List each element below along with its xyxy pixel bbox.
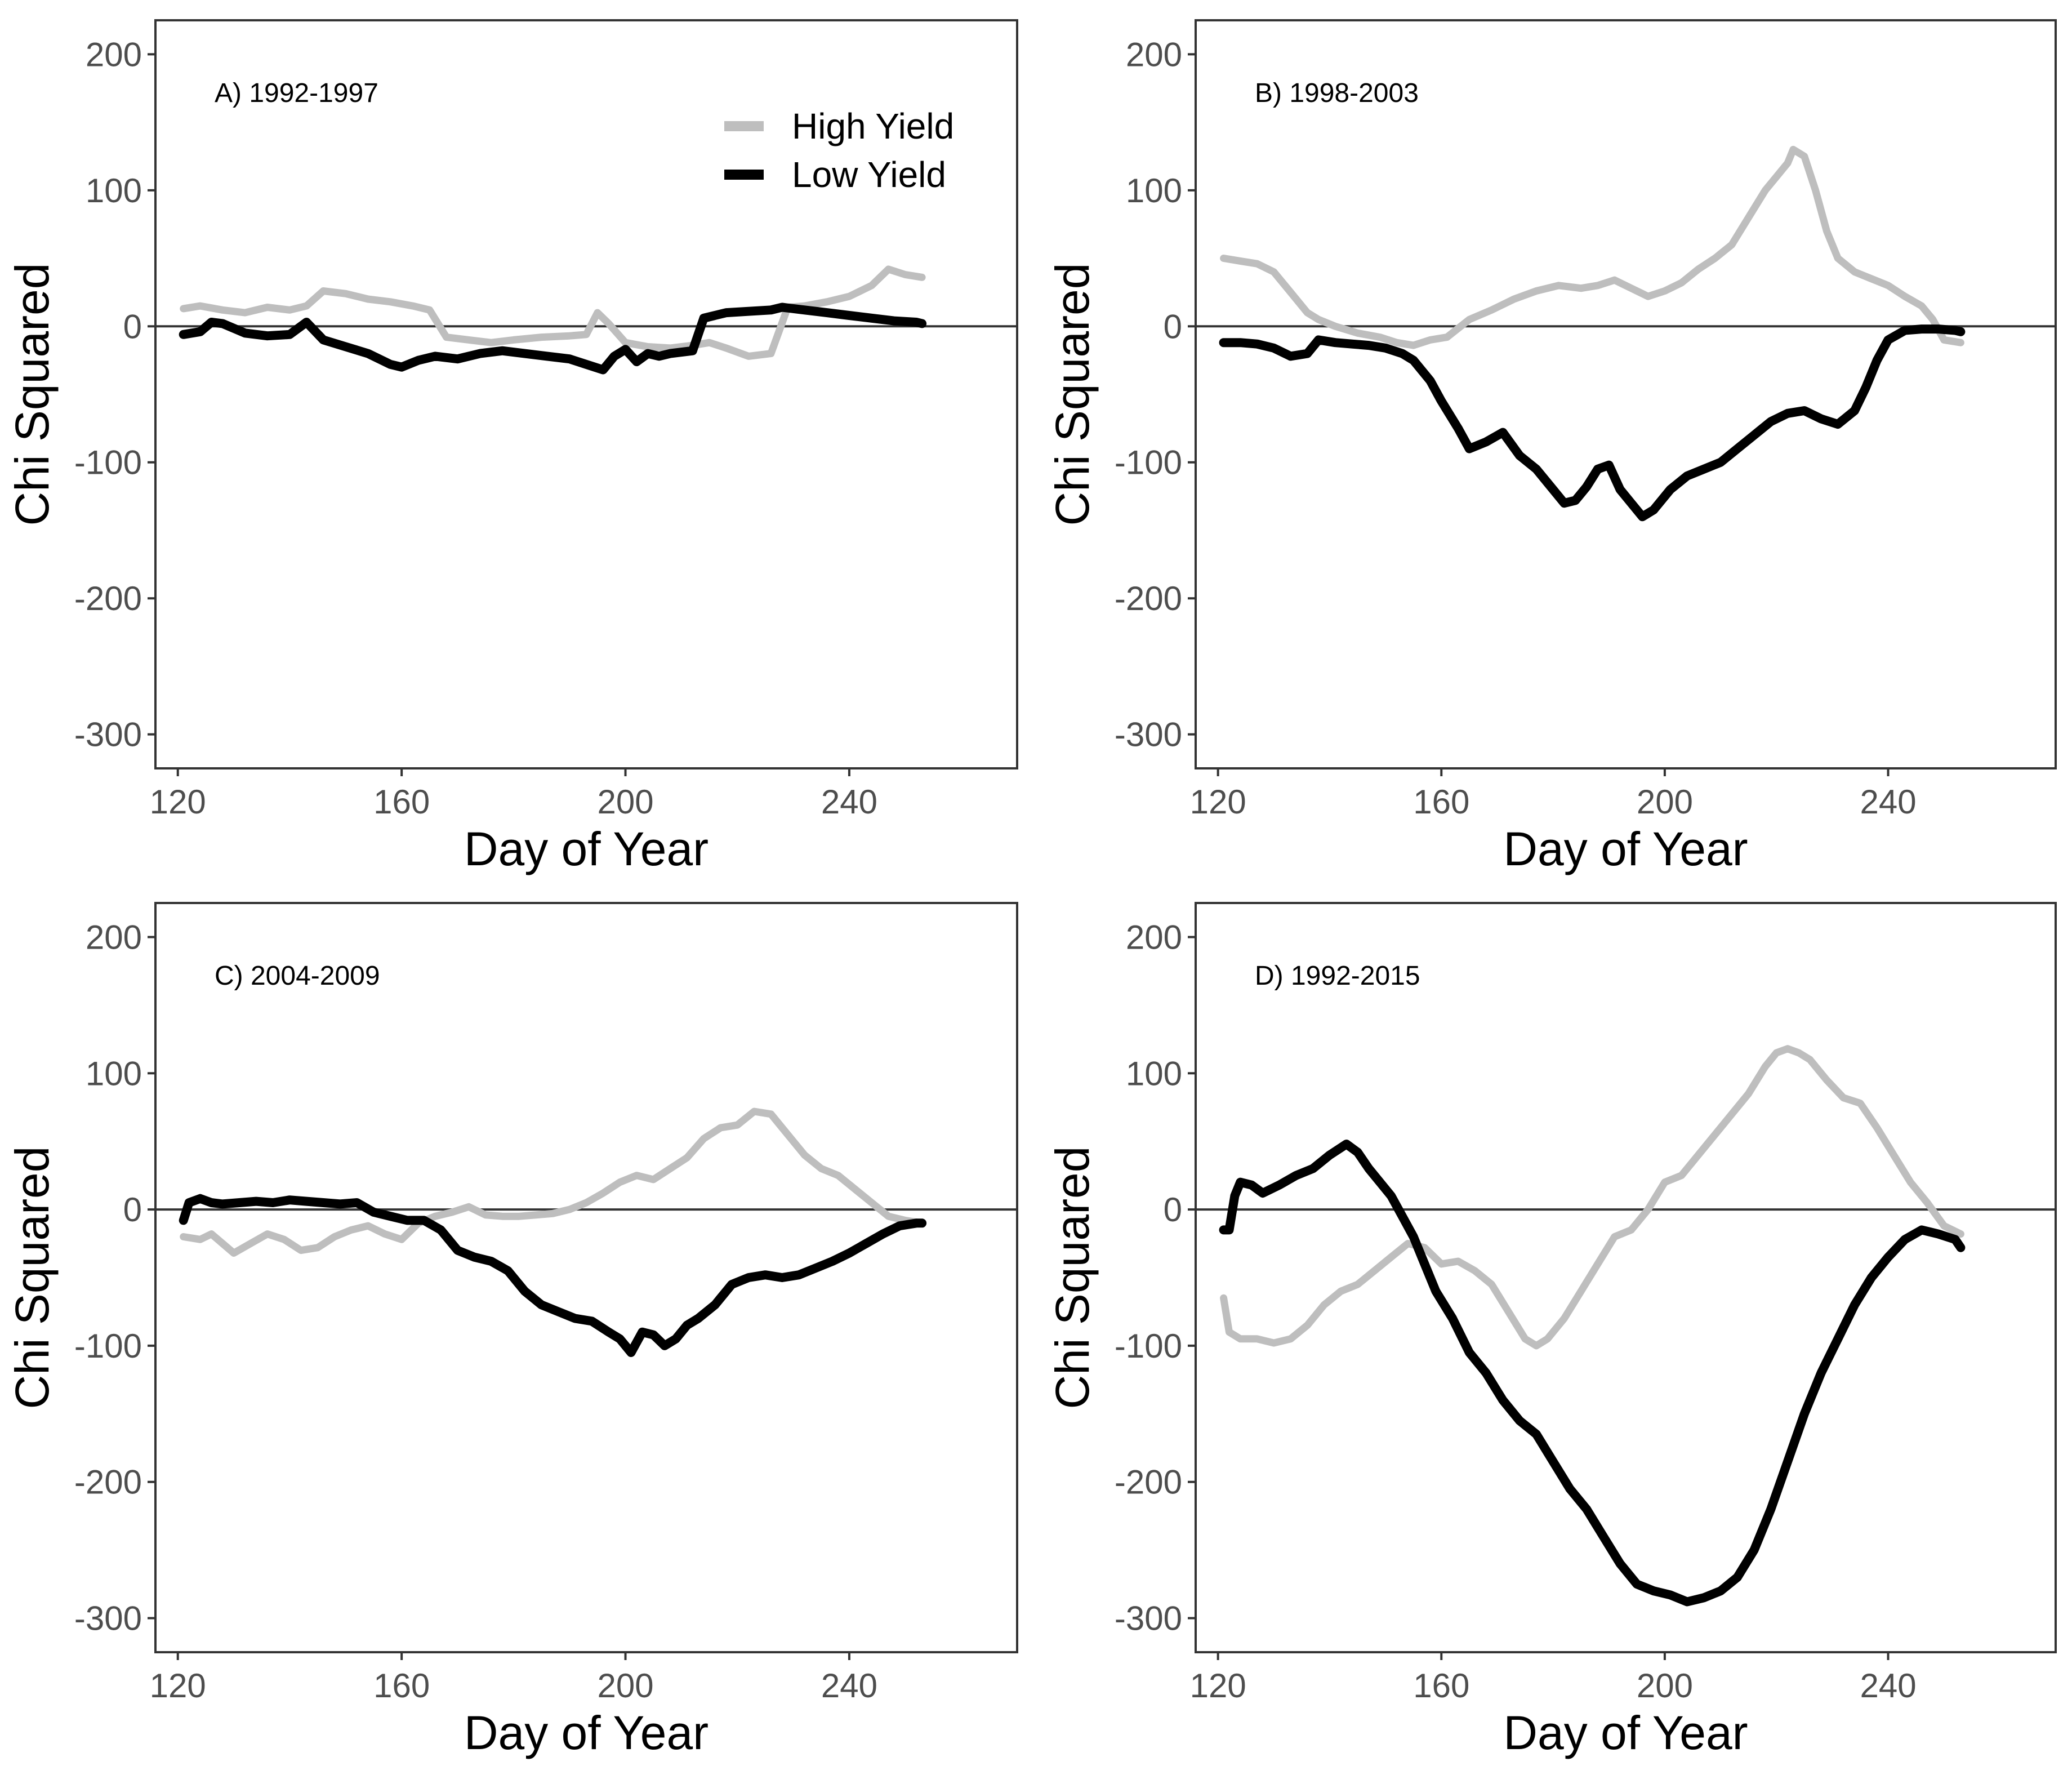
y-tick-label: 0 [123,1191,142,1229]
plot-frame [154,19,1018,769]
y-tick-label: 200 [86,918,142,956]
plot-frame [1195,19,2057,769]
y-axis-title: Chi Squared [6,1146,59,1409]
y-tick-label: 100 [86,1055,142,1092]
y-tick-label: 200 [1126,35,1182,73]
y-tick-label: -100 [74,1327,142,1365]
series-line-high-yield [180,1107,926,1257]
y-tick-label: 200 [1126,918,1182,956]
x-tick-label: 160 [1413,783,1469,821]
y-tick-label: 0 [1164,308,1182,345]
y-axis-title: Chi Squared [1046,1146,1099,1409]
y-tick-label: -300 [1115,1600,1182,1638]
y-tick-label: 100 [1126,1055,1182,1092]
y-tick-label: -100 [1115,1327,1182,1365]
x-tick-label: 240 [1860,783,1916,821]
y-tick-label: -200 [74,580,142,617]
x-axis-title: Day of Year [1503,1706,1748,1759]
legend-label-low-yield: Low Yield [792,154,946,195]
x-tick-label: 120 [1190,783,1246,821]
legend: High Yield Low Yield [724,106,954,195]
x-tick-label: 120 [150,1667,206,1705]
series-line-low-yield [1219,1140,1966,1607]
chart-panel-2: -300 -200 -100 0 100 200 120 160 200 240 Day of Ye… [1046,19,2057,875]
plot-frame [1195,902,2057,1653]
x-tick-label: 200 [1637,1667,1693,1705]
x-tick-label: 120 [1190,1667,1246,1705]
x-axis-title: Day of Year [464,822,709,875]
series-line-low-yield [1219,324,1966,522]
x-tick-label: 240 [821,1667,877,1705]
x-tick-label: 160 [373,1667,430,1705]
y-tick-label: -100 [1115,444,1182,482]
y-tick-label: -300 [74,716,142,754]
x-tick-label: 240 [1860,1667,1916,1705]
x-tick-label: 200 [597,783,653,821]
y-tick-label: -200 [1115,580,1182,617]
legend-label-high-yield: High Yield [792,106,954,146]
y-tick-label: 100 [86,172,142,210]
series-line-high-yield [1220,1045,1964,1350]
panel-label: D) 1992-2015 [1255,961,1420,991]
panel-label: A) 1992-1997 [215,78,378,108]
x-axis-title: Day of Year [1503,822,1748,875]
x-tick-label: 200 [1637,783,1693,821]
series-line-low-yield [179,302,927,375]
x-tick-label: 200 [597,1667,653,1705]
y-tick-label: 0 [123,308,142,345]
x-tick-label: 160 [373,783,430,821]
chart-panel-4: -300 -200 -100 0 100 200 120 160 200 240 Day of Ye… [1046,902,2057,1759]
series-line-low-yield [179,1194,927,1357]
y-axis-title: Chi Squared [1046,263,1099,526]
y-tick-label: -200 [74,1463,142,1501]
chart-panel-3: -300 -200 -100 0 100 200 120 160 200 240 Day of Ye… [6,902,1018,1759]
y-tick-label: 200 [86,35,142,73]
x-tick-label: 160 [1413,1667,1469,1705]
y-tick-label: -200 [1115,1463,1182,1501]
y-tick-label: -100 [74,444,142,482]
chart-panel-1: -300 -200 -100 0 100 200 120 160 200 240 Day of Ye… [6,19,1018,875]
y-tick-label: -300 [1115,716,1182,754]
x-axis-title: Day of Year [464,1706,709,1759]
y-tick-label: -300 [74,1600,142,1638]
series-line-high-yield [1220,145,1964,349]
y-axis-title: Chi Squared [6,263,59,526]
x-tick-label: 120 [150,783,206,821]
x-tick-label: 240 [821,783,877,821]
plot-frame [154,902,1018,1653]
panel-label: C) 2004-2009 [215,961,380,991]
y-tick-label: 0 [1164,1191,1182,1229]
panel-label: B) 1998-2003 [1255,78,1419,108]
y-tick-label: 100 [1126,172,1182,210]
